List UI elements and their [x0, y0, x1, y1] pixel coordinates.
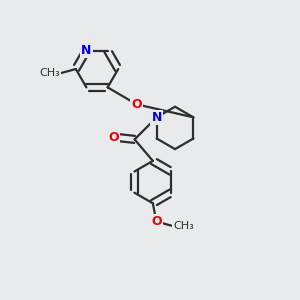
Text: N: N: [152, 111, 162, 124]
Text: CH₃: CH₃: [173, 221, 194, 231]
Text: N: N: [81, 44, 92, 57]
Text: CH₃: CH₃: [39, 68, 60, 78]
Text: O: O: [131, 98, 142, 111]
Text: O: O: [151, 215, 162, 228]
Text: O: O: [108, 130, 119, 143]
